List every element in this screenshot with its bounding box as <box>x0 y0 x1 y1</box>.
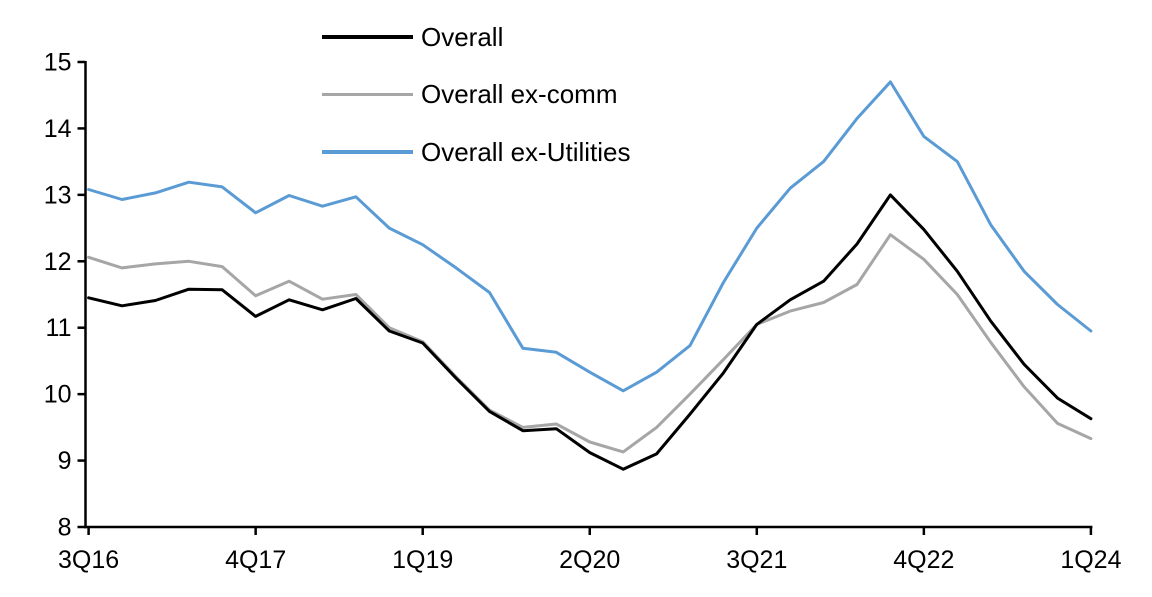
chart-legend: Overall Overall ex-comm Overall ex-Utili… <box>322 8 631 181</box>
y-axis-tick-label: 10 <box>44 381 72 409</box>
y-axis-tick-label: 13 <box>44 181 72 209</box>
x-axis-tick-label: 3Q21 <box>726 546 787 574</box>
x-axis-tick-label: 4Q22 <box>893 546 954 574</box>
y-axis-tick-label: 14 <box>44 115 72 143</box>
series-line-overall-ex-utilities <box>87 80 1093 393</box>
series-line-overall-ex-comm <box>87 233 1093 454</box>
x-axis-tick-label: 1Q24 <box>1060 546 1121 574</box>
y-axis-tick-label: 11 <box>46 314 72 342</box>
legend-item-overall-ex-utilities: Overall ex-Utilities <box>322 123 631 181</box>
y-axis-tick-label: 15 <box>44 49 72 77</box>
legend-item-overall-ex-comm: Overall ex-comm <box>322 66 631 124</box>
y-axis-tick-label: 12 <box>44 248 72 276</box>
y-axis-tick-label: 8 <box>58 514 72 542</box>
legend-label-overall-ex-utilities: Overall ex-Utilities <box>421 136 631 167</box>
legend-item-overall: Overall <box>322 8 631 66</box>
y-axis-tick-label: 9 <box>58 447 72 475</box>
series-line-overall <box>87 193 1093 471</box>
legend-line-sample-overall-ex-utilities <box>322 150 413 154</box>
x-axis-tick-label: 2Q20 <box>559 546 620 574</box>
legend-label-overall-ex-comm: Overall ex-comm <box>421 79 618 110</box>
x-axis-tick-label: 3Q16 <box>58 546 119 574</box>
x-axis-tick-label: 1Q19 <box>392 546 453 574</box>
legend-line-sample-overall-ex-comm <box>322 92 413 96</box>
legend-line-sample-overall <box>322 35 413 39</box>
legend-label-overall: Overall <box>421 21 504 52</box>
x-axis-tick-label: 4Q17 <box>225 546 286 574</box>
